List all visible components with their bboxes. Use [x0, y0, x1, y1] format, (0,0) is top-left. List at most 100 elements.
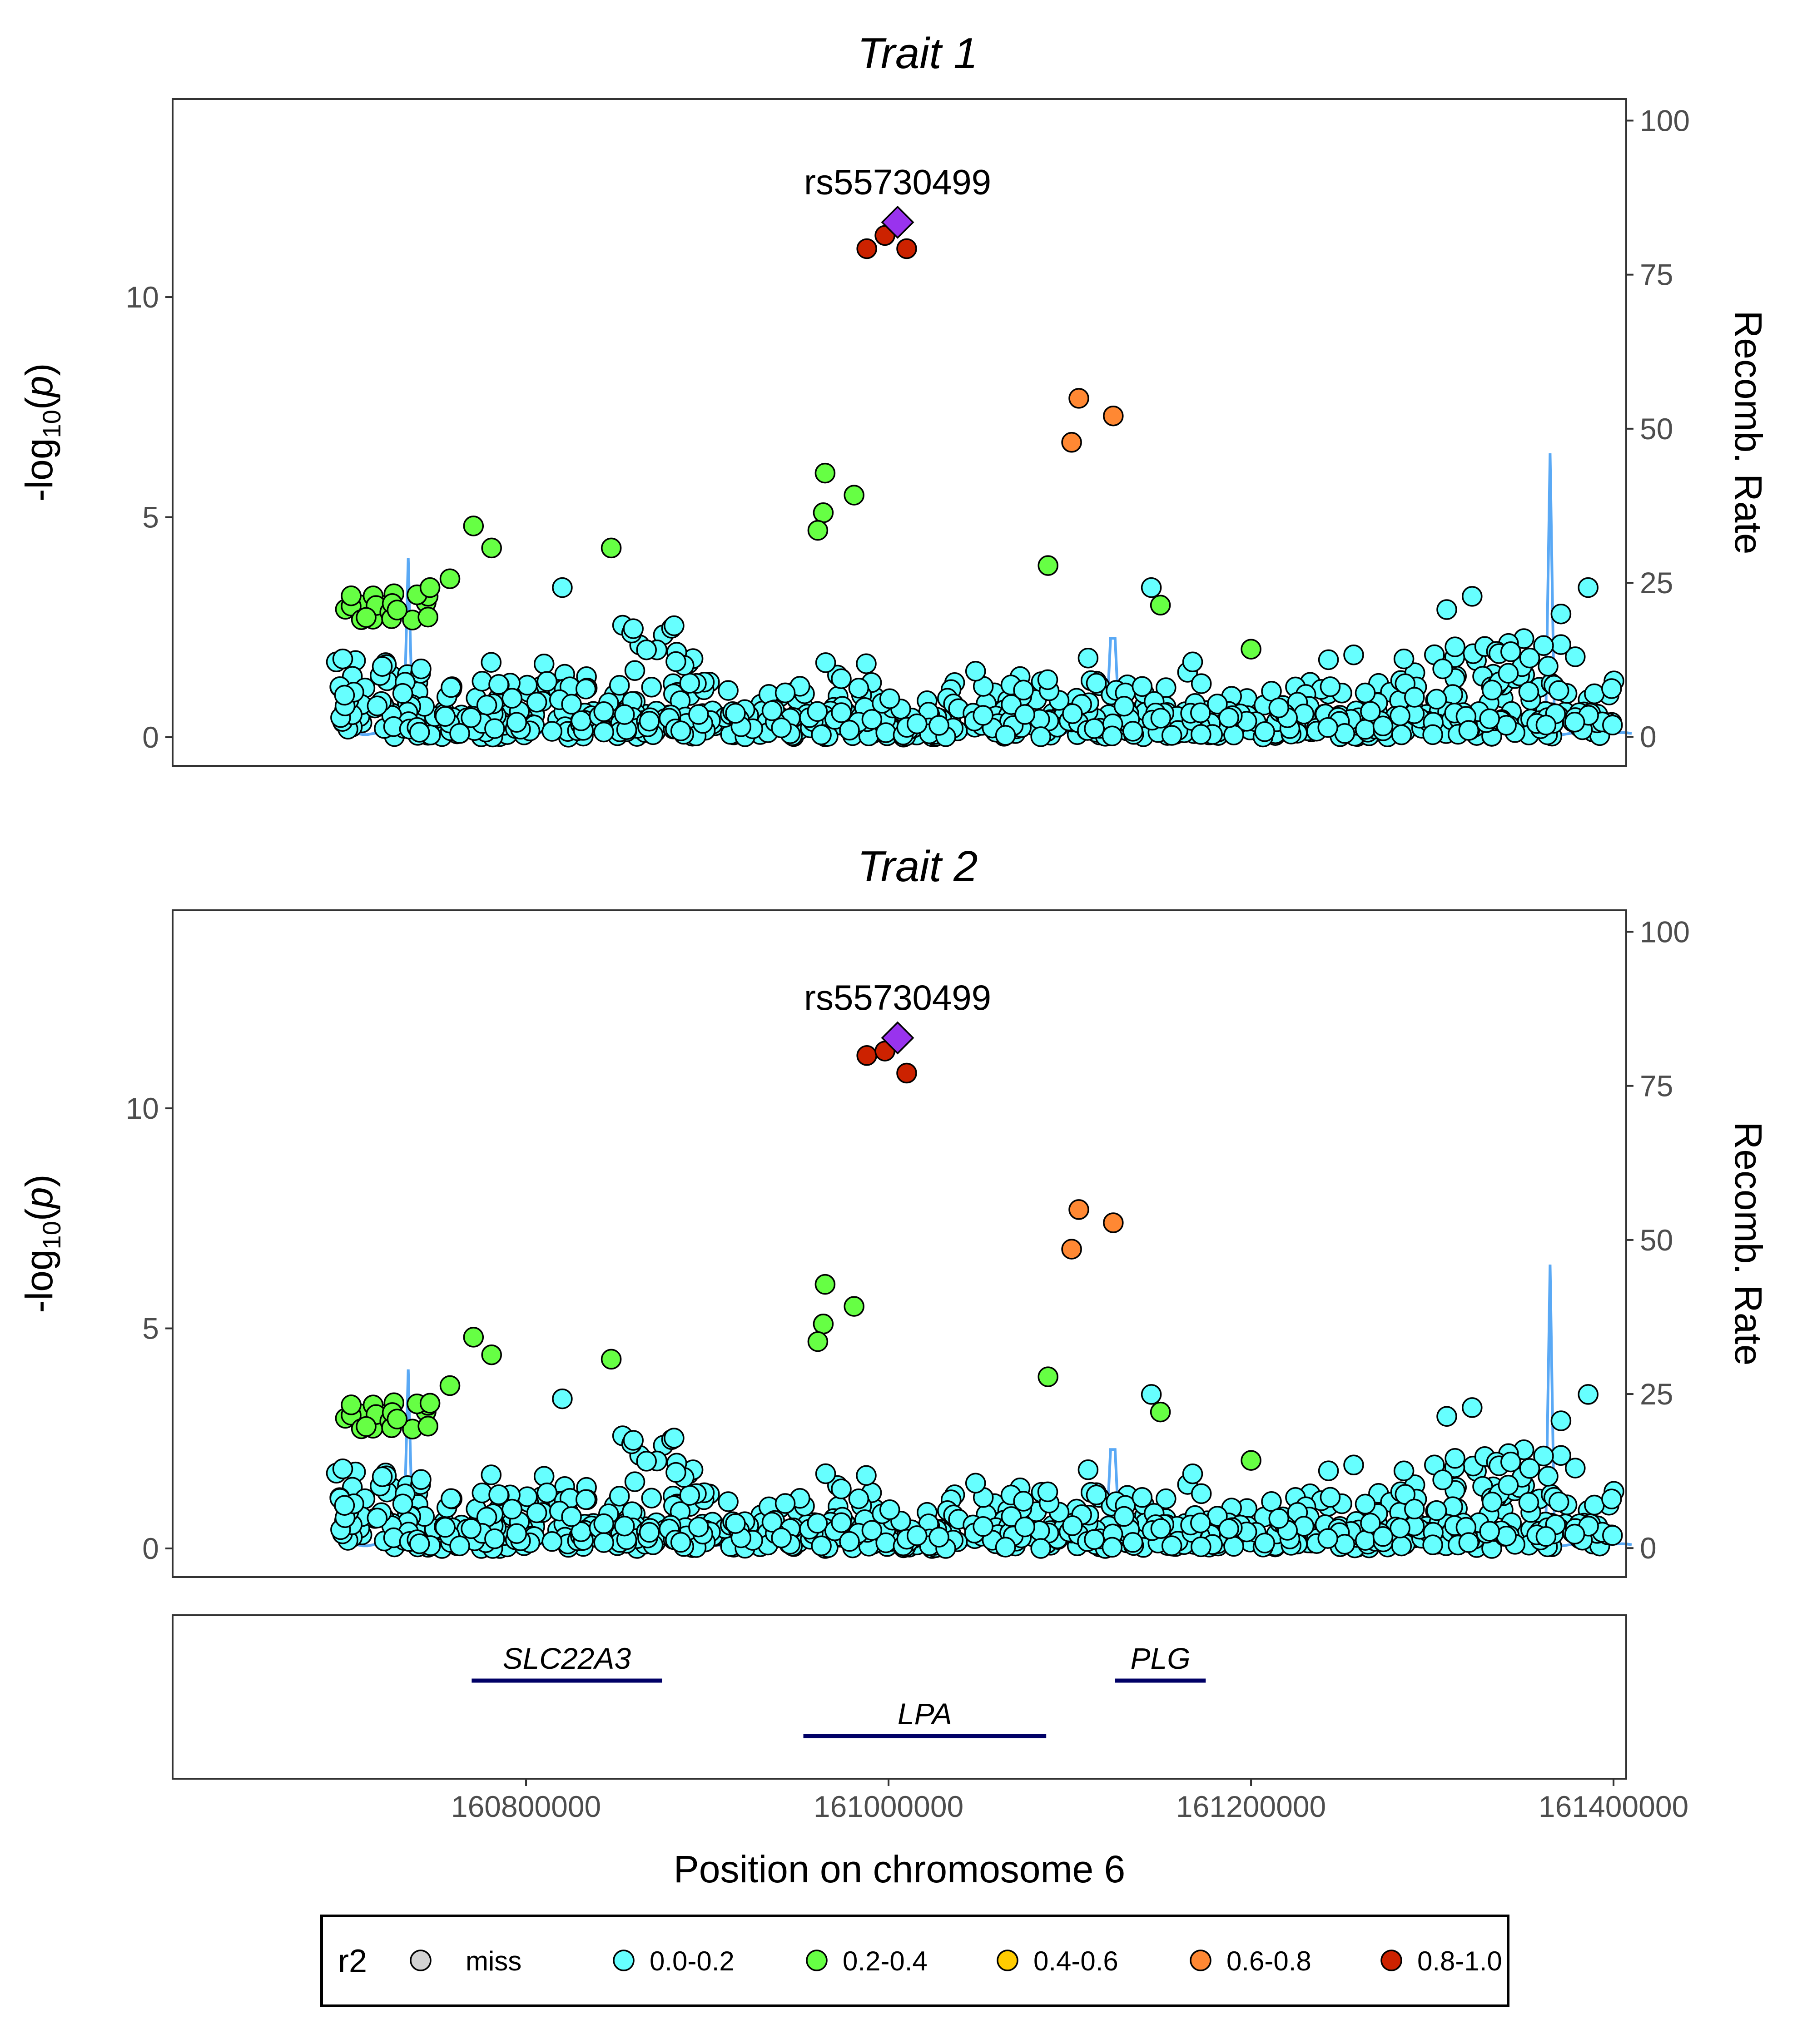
snp-point: [973, 705, 993, 726]
snp-point-0.0-0.2: [552, 577, 573, 598]
snp-point: [541, 721, 562, 742]
snp-point: [449, 723, 470, 744]
snp-point-0.2-0.4: [813, 502, 834, 523]
x-tick-label: 161200000: [1176, 1790, 1326, 1823]
snp-point-0.0-0.2: [1462, 586, 1483, 607]
snp-point: [356, 607, 377, 628]
snp-point: [1320, 676, 1341, 697]
snp-point: [536, 671, 558, 692]
snp-point: [1355, 1530, 1376, 1551]
snp-point: [476, 695, 497, 716]
snp-point: [1268, 1508, 1289, 1529]
y-tick-label: 5: [142, 1312, 159, 1345]
snp-point: [811, 724, 832, 745]
legend-label: 0.2-0.4: [843, 1946, 928, 1976]
snp-point: [1390, 705, 1410, 726]
snp-point-0.2-0.4: [481, 1344, 502, 1365]
snp-point: [1261, 1491, 1282, 1512]
snp-point: [1422, 1534, 1443, 1555]
snp-point-0.2-0.4: [814, 1274, 836, 1295]
snp-point: [1391, 724, 1412, 745]
snp-point: [1030, 1538, 1051, 1559]
y2-tick-label: 0: [1640, 720, 1657, 754]
snp-point: [1317, 717, 1338, 738]
snp-point: [1343, 645, 1364, 665]
snp-point: [1565, 1458, 1586, 1478]
snp-point: [609, 675, 630, 696]
snp-point: [718, 1491, 739, 1512]
snp-point: [861, 709, 883, 730]
snp-point: [441, 677, 462, 698]
plot-frame: [172, 98, 1627, 767]
legend-items: miss 0.0-0.2 0.2-0.4 0.4-0.6 0.6-0.8 0.8-1.0: [410, 1946, 1502, 1976]
snp-point: [1372, 715, 1394, 737]
snp-point-0.8-1.0: [856, 1045, 877, 1066]
lead-snp-label: rs55730499: [804, 162, 991, 202]
snp-point-0.2-0.4: [463, 1327, 484, 1348]
snp-point: [409, 1533, 430, 1554]
snp-point: [831, 702, 852, 723]
legend-label: miss: [466, 1946, 521, 1976]
snp-point: [614, 704, 635, 725]
snp-point: [641, 677, 662, 698]
snp-point: [1481, 680, 1503, 701]
snp-point: [811, 1535, 832, 1557]
snp-point-0.6-0.8: [1068, 388, 1089, 409]
snp-point: [1084, 718, 1105, 739]
snp-point: [1190, 702, 1211, 724]
snp-point: [1601, 678, 1622, 699]
snp-point: [526, 1502, 547, 1523]
legend-swatch: [1190, 1950, 1211, 1971]
snp-point-0.2-0.4: [601, 1349, 622, 1370]
snp-point: [831, 1512, 852, 1533]
snp-point: [725, 703, 746, 724]
snp-point: [1426, 689, 1447, 710]
snp-point: [334, 1495, 355, 1516]
snp-point: [761, 1512, 783, 1533]
snp-point: [593, 721, 614, 743]
snp-point: [1481, 1492, 1503, 1513]
snp-point: [1122, 1532, 1143, 1553]
snp-point-0.2-0.4: [1150, 595, 1171, 616]
snp-point: [636, 639, 657, 660]
snp-point-0.0-0.2: [1550, 603, 1572, 625]
y-tick-label: 5: [142, 501, 159, 534]
snp-point: [965, 660, 986, 682]
legend-label: 0.0-0.2: [650, 1946, 735, 1976]
snp-point-0.2-0.4: [813, 1314, 834, 1335]
snp-point: [1602, 1525, 1623, 1546]
snp-point: [1190, 1513, 1211, 1533]
snp-point: [614, 1515, 635, 1537]
y2-tick-label: 100: [1640, 104, 1690, 137]
snp-point: [1062, 1515, 1083, 1536]
snp-point: [1538, 1466, 1559, 1487]
snp-point-0.2-0.4: [807, 1331, 829, 1352]
snp-point: [387, 1409, 408, 1429]
snp-point: [928, 1527, 949, 1548]
snp-point: [575, 679, 596, 700]
snp-point: [1077, 648, 1099, 669]
y2-tick-label: 25: [1640, 1377, 1673, 1411]
snp-point: [1077, 1459, 1099, 1480]
snp-point: [1014, 1516, 1035, 1538]
snp-point: [1355, 1493, 1376, 1515]
snp-point: [1372, 1526, 1394, 1547]
snp-point: [1548, 1491, 1569, 1513]
left-axis: 0 5 10: [126, 1091, 173, 1565]
snp-point-0.8-1.0: [856, 238, 877, 259]
snp-point: [1191, 724, 1211, 745]
legend-title: r2: [338, 1943, 367, 1980]
snp-point: [411, 658, 432, 680]
snp-point: [1207, 694, 1228, 714]
gene-label: SLC22A3: [503, 1642, 631, 1675]
snp-point: [593, 701, 614, 722]
y-tick-label: 10: [126, 280, 159, 314]
snp-point-0.2-0.4: [844, 485, 864, 506]
snp-point: [1161, 725, 1182, 746]
snp-point: [973, 1516, 993, 1537]
legend-swatch: [806, 1950, 828, 1971]
snp-point: [356, 1416, 377, 1437]
panel-title: Trait 2: [858, 842, 978, 891]
snp-point: [861, 1520, 883, 1541]
